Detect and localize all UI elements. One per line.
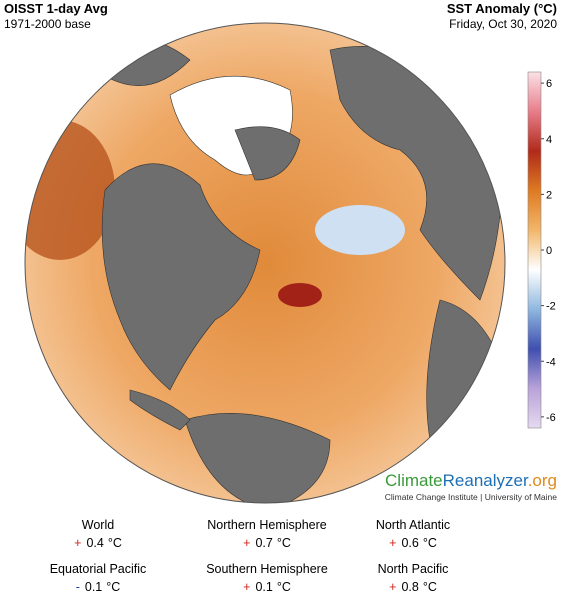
stat-name: North Pacific <box>378 562 449 576</box>
colorbar-tick-label: 4 <box>546 134 552 146</box>
stat-name: Northern Hemisphere <box>207 518 327 532</box>
colorbar-tick-label: -6 <box>546 412 556 424</box>
stat-number: 0.6 <box>401 536 418 550</box>
globe-outline <box>24 22 506 504</box>
greenland <box>234 126 301 181</box>
stat-unit: °C <box>423 580 437 594</box>
colorbar-tick-label: -4 <box>546 356 556 368</box>
date: Friday, Oct 30, 2020 <box>449 17 557 31</box>
right-title: SST Anomaly (°C) <box>447 1 557 16</box>
stat-sign: + <box>389 536 396 550</box>
colorbar-tick-label: 2 <box>546 189 552 201</box>
colorbar-tick-label: 0 <box>546 245 552 257</box>
credit: Climate Change Institute | University of… <box>385 492 558 502</box>
stat-value: +0.7 °C <box>243 536 291 550</box>
stat-value: +0.4 °C <box>74 536 122 550</box>
stat-number: 0.1 <box>85 580 102 594</box>
stat-unit: °C <box>277 536 291 550</box>
central-america <box>129 389 191 431</box>
cool-anomaly <box>315 205 405 255</box>
colorbar-tick-label: -2 <box>546 301 556 313</box>
colorbar-tick-label: 6 <box>546 78 552 90</box>
stat-value: +0.6 °C <box>389 536 437 550</box>
stat-sign: + <box>389 580 396 594</box>
stat-name: Equatorial Pacific <box>50 562 147 576</box>
south-america <box>184 413 331 503</box>
stat-sign: + <box>243 536 250 550</box>
stat-name: World <box>82 518 114 532</box>
stat-sign: + <box>243 580 250 594</box>
stat-sign: + <box>74 536 81 550</box>
stat-unit: °C <box>423 536 437 550</box>
north-america <box>101 163 261 391</box>
colorbar-bar <box>527 71 542 429</box>
branding-part: Climate <box>385 471 443 490</box>
branding-part: .org <box>528 471 557 490</box>
branding: ClimateReanalyzer.org <box>385 471 557 490</box>
stat-unit: °C <box>108 536 122 550</box>
stat-name: North Atlantic <box>376 518 450 532</box>
title: OISST 1-day Avg <box>4 1 108 16</box>
stat-unit: °C <box>277 580 291 594</box>
subtitle: 1971-2000 base <box>4 17 91 31</box>
stat-number: 0.4 <box>86 536 103 550</box>
colorbar: 6 4 2 0 -2 -4 -6 <box>527 71 556 429</box>
stat-value: +0.1 °C <box>243 580 291 594</box>
branding-part: Reanalyzer <box>443 471 529 490</box>
stat-value: -0.1 °C <box>76 580 121 594</box>
warm-anomaly <box>25 120 115 260</box>
hot-anomaly <box>278 283 322 307</box>
stat-name: Southern Hemisphere <box>206 562 328 576</box>
stat-number: 0.1 <box>255 580 272 594</box>
stat-value: +0.8 °C <box>389 580 437 594</box>
stat-number: 0.8 <box>401 580 418 594</box>
stat-unit: °C <box>106 580 120 594</box>
stat-number: 0.7 <box>255 536 272 550</box>
stat-sign: - <box>76 580 80 594</box>
